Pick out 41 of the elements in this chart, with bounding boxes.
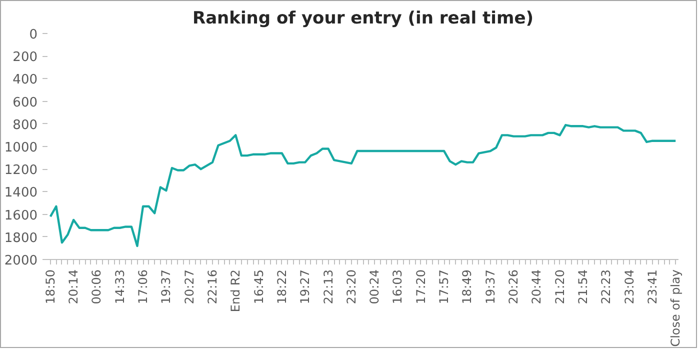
x-tick-label: 00:06 [90,269,104,304]
x-tick-label: 22:23 [599,269,614,304]
y-tick-label: 1000 [4,140,38,156]
x-tick-label: 23:20 [344,269,358,304]
y-tick-label: 800 [12,118,38,133]
x-tick-label: 20:27 [182,269,196,304]
x-tick-label: 17:20 [414,269,428,304]
x-tick-label: 16:03 [390,269,405,304]
x-tick-label: 19:37 [483,269,498,304]
x-tick-label: 23:04 [622,269,636,304]
x-tick-label: 14:33 [112,269,127,304]
x-tick-label: 20:14 [66,269,81,304]
x-tick-label: 20:26 [506,269,521,304]
x-tick-label: 19:37 [159,269,174,304]
x-tick-label: 22:13 [321,269,336,304]
x-tick-label: 21:20 [552,269,567,304]
x-tick-label: 22:16 [205,269,220,304]
line-series [49,124,677,248]
x-tick-label: 21:54 [576,269,590,304]
x-tick-label: 23:41 [645,269,660,304]
y-tick-label: 2000 [4,254,38,268]
y-tick-label: 1400 [4,186,38,201]
y-tick-label: 1200 [4,163,38,178]
x-tick-label: 17:06 [136,269,150,304]
x-tick-label: 00:24 [368,269,382,304]
y-tick-label: 200 [12,50,38,66]
x-tick-label: 19:27 [298,269,312,304]
y-tick-label: 400 [12,72,38,88]
x-tick-label: 16:45 [252,269,266,304]
x-tick-label: 20:44 [530,269,544,304]
chart-title: Ranking of your entry (in real time) [192,8,534,28]
y-tick-label: 600 [12,95,38,110]
x-tick-label: 18:50 [43,269,58,304]
x-tick-label: 17:57 [437,269,452,304]
x-tick-label: End R2 [228,270,243,312]
y-tick-label: 1800 [4,230,38,246]
y-tick-label: 0 [29,28,38,42]
x-tick-label: 18:22 [274,269,289,304]
y-tick-label: 1600 [4,208,38,224]
x-tick-label: 18:49 [460,269,474,304]
x-tick-label: Close of play [668,269,683,347]
